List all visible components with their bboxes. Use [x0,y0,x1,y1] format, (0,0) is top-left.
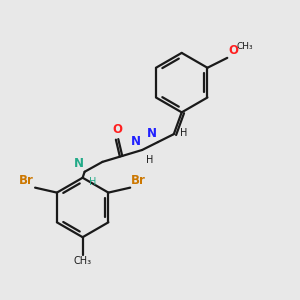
Text: N: N [131,135,141,148]
Text: H: H [88,177,96,187]
Text: CH₃: CH₃ [74,256,92,266]
Text: N: N [74,157,84,170]
Text: O: O [228,44,238,57]
Text: H: H [180,128,187,138]
Text: Br: Br [131,174,146,187]
Text: O: O [112,123,122,136]
Text: Br: Br [19,174,34,187]
Text: N: N [147,127,157,140]
Text: CH₃: CH₃ [236,42,253,51]
Text: H: H [146,155,153,165]
